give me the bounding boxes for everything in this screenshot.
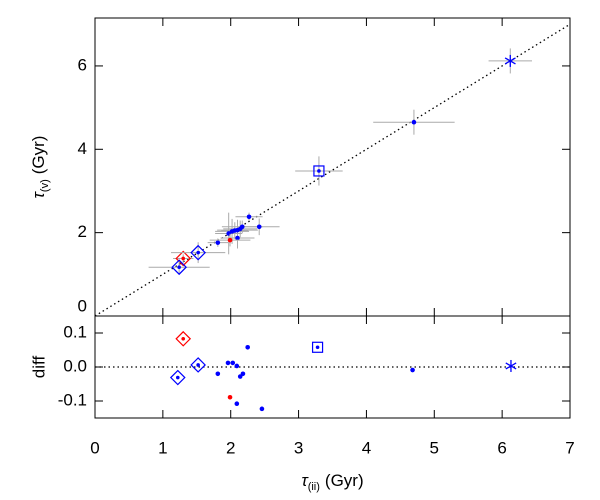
- y-tick-label: 6: [78, 55, 87, 74]
- x-tick-label: 2: [226, 438, 235, 457]
- dot: [234, 363, 240, 369]
- dot: [230, 360, 236, 366]
- x-tick-label: 4: [362, 438, 371, 457]
- point: [175, 330, 192, 347]
- diamond: [190, 357, 206, 373]
- plot-frame: [94, 315, 571, 419]
- dot: [215, 371, 221, 377]
- axis-label: diff: [29, 356, 48, 379]
- point: [410, 367, 415, 373]
- diamond: [190, 244, 206, 261]
- dot: [181, 336, 186, 341]
- axis-subscript: (ii): [308, 481, 320, 493]
- point: [256, 224, 262, 230]
- axis-label: τ(ii) (Gyr): [301, 471, 363, 492]
- axis-symbol: τ: [301, 471, 309, 490]
- point: [239, 224, 245, 230]
- dot: [234, 401, 240, 407]
- diamond: [169, 369, 186, 386]
- dot: [245, 344, 250, 350]
- point: [215, 371, 221, 377]
- axis-subscript: (v): [39, 179, 51, 192]
- star-stroke: [504, 57, 516, 65]
- point: [311, 341, 324, 353]
- point: [237, 374, 243, 379]
- point: [225, 360, 231, 366]
- point: [504, 54, 516, 67]
- y-tick-label: 0.1: [63, 322, 87, 341]
- point: [175, 250, 192, 267]
- dot: [317, 169, 321, 173]
- point: [227, 237, 233, 243]
- dot: [239, 224, 245, 230]
- diamond: [175, 330, 192, 347]
- star-stroke: [505, 362, 517, 370]
- y-tick-label: 0.0: [63, 356, 87, 375]
- axis-unit: (Gyr): [325, 471, 364, 490]
- axis-symbol: τ: [29, 190, 48, 198]
- dot: [259, 406, 265, 412]
- plot-frame: [94, 17, 571, 317]
- dot: [235, 235, 240, 241]
- x-tick-label: 1: [158, 438, 167, 457]
- point: [505, 359, 517, 372]
- dot: [181, 256, 186, 261]
- dot: [196, 250, 200, 255]
- point: [215, 240, 221, 245]
- x-tick-label: 3: [294, 438, 303, 457]
- x-tick-label: 7: [565, 438, 574, 457]
- point: [190, 357, 206, 373]
- axis-unit: (Gyr): [29, 136, 48, 175]
- dot: [177, 265, 181, 270]
- x-tick-label: 5: [430, 438, 439, 457]
- point: [245, 344, 250, 350]
- axis-label: τ(v) (Gyr): [29, 136, 50, 199]
- dot: [237, 374, 243, 379]
- dot: [410, 367, 415, 373]
- identity-line: [94, 23, 571, 317]
- dot: [411, 119, 417, 125]
- y-tick-label: 0: [78, 296, 87, 315]
- y-tick-label: -0.1: [58, 390, 87, 409]
- x-tick-label: 6: [497, 438, 506, 457]
- dot: [215, 240, 221, 245]
- dot: [256, 224, 262, 230]
- square: [311, 341, 324, 353]
- dot: [225, 360, 231, 366]
- y-tick-label: 4: [78, 139, 87, 158]
- point: [235, 235, 240, 241]
- diamond: [175, 250, 192, 267]
- dot: [315, 345, 320, 350]
- point: [190, 244, 206, 261]
- dot: [227, 237, 233, 243]
- dot: [196, 363, 200, 367]
- x-tick-label: 0: [90, 438, 99, 457]
- point: [169, 369, 186, 386]
- point: [230, 360, 236, 366]
- point: [313, 165, 325, 177]
- point: [171, 259, 187, 276]
- square: [313, 165, 325, 177]
- point: [234, 363, 240, 369]
- point: [227, 394, 233, 400]
- point: [411, 119, 417, 125]
- point: [234, 401, 240, 407]
- point: [259, 406, 265, 412]
- dot: [246, 214, 252, 220]
- diamond: [171, 259, 187, 276]
- dot: [227, 394, 233, 400]
- point: [246, 214, 252, 220]
- dot: [175, 375, 180, 380]
- y-tick-label: 2: [78, 222, 87, 241]
